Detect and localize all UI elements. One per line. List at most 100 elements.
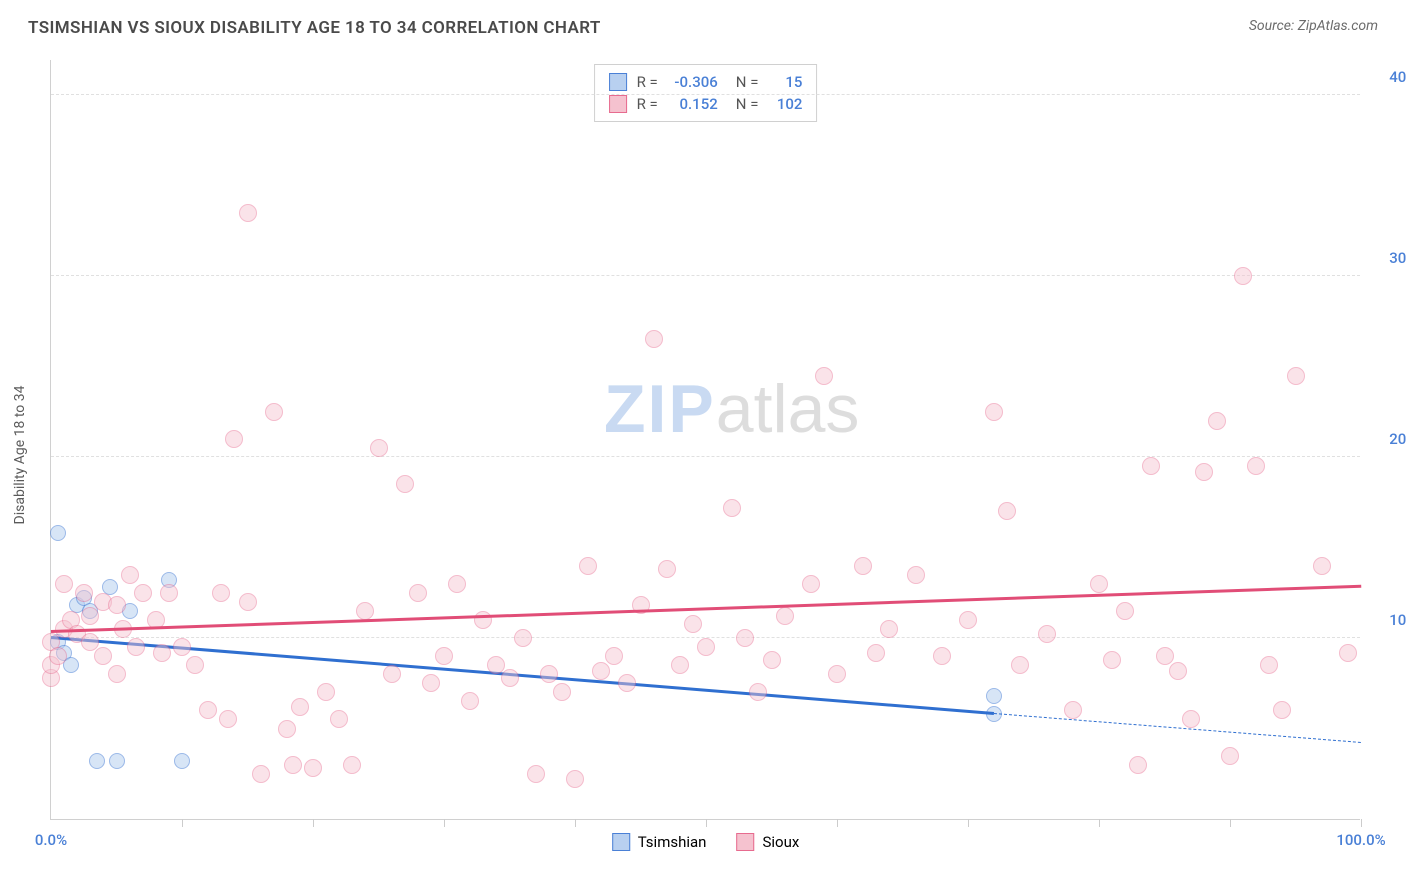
- scatter-point: [265, 403, 283, 421]
- scatter-point: [723, 499, 741, 517]
- scatter-point: [89, 753, 105, 769]
- scatter-point: [697, 638, 715, 656]
- scatter-point: [579, 557, 597, 575]
- scatter-point: [1142, 457, 1160, 475]
- scatter-point: [986, 688, 1002, 704]
- scatter-point: [448, 575, 466, 593]
- legend-swatch: [612, 833, 630, 851]
- legend-swatch: [609, 73, 627, 91]
- scatter-point: [284, 756, 302, 774]
- x-tick-mark: [575, 819, 576, 827]
- scatter-point: [50, 525, 66, 541]
- stats-r-label: R =: [637, 73, 658, 91]
- x-tick-mark: [1099, 819, 1100, 827]
- scatter-point: [291, 698, 309, 716]
- scatter-point: [219, 710, 237, 728]
- legend-label: Tsimshian: [638, 833, 707, 851]
- grid-line: [51, 456, 1360, 457]
- chart-container: Disability Age 18 to 34 ZIPatlas R =-0.3…: [50, 60, 1380, 850]
- watermark-atlas: atlas: [716, 371, 860, 447]
- scatter-point: [330, 710, 348, 728]
- scatter-point: [422, 674, 440, 692]
- chart-title: TSIMSHIAN VS SIOUX DISABILITY AGE 18 TO …: [28, 18, 601, 38]
- x-tick-mark: [706, 819, 707, 827]
- scatter-point: [199, 701, 217, 719]
- scatter-point: [435, 647, 453, 665]
- scatter-point: [867, 644, 885, 662]
- scatter-point: [1129, 756, 1147, 774]
- watermark-zip: ZIP: [604, 371, 716, 447]
- stats-r-label: R =: [637, 95, 658, 113]
- scatter-point: [749, 683, 767, 701]
- scatter-point: [1090, 575, 1108, 593]
- grid-line: [51, 94, 1360, 95]
- scatter-point: [134, 584, 152, 602]
- scatter-point: [1038, 625, 1056, 643]
- scatter-point: [1260, 656, 1278, 674]
- chart-source: Source: ZipAtlas.com: [1249, 18, 1378, 34]
- scatter-point: [1011, 656, 1029, 674]
- scatter-point: [81, 607, 99, 625]
- legend-label: Sioux: [762, 833, 799, 851]
- scatter-point: [1221, 747, 1239, 765]
- scatter-point: [396, 475, 414, 493]
- scatter-point: [605, 647, 623, 665]
- scatter-point: [815, 367, 833, 385]
- scatter-point: [1234, 267, 1252, 285]
- scatter-point: [409, 584, 427, 602]
- x-tick-mark: [313, 819, 314, 827]
- scatter-point: [81, 633, 99, 651]
- scatter-point: [802, 575, 820, 593]
- scatter-point: [527, 765, 545, 783]
- scatter-point: [1195, 463, 1213, 481]
- scatter-point: [501, 669, 519, 687]
- scatter-point: [1339, 644, 1357, 662]
- stats-legend: R =-0.306N =15R =0.152N =102: [594, 64, 818, 122]
- scatter-point: [566, 770, 584, 788]
- scatter-point: [370, 439, 388, 457]
- plot-area: ZIPatlas R =-0.306N =15R =0.152N =102 Ts…: [50, 60, 1360, 820]
- x-tick-mark: [1230, 819, 1231, 827]
- scatter-point: [907, 566, 925, 584]
- scatter-point: [94, 647, 112, 665]
- stats-r-value: -0.306: [668, 73, 718, 91]
- scatter-point: [278, 720, 296, 738]
- scatter-point: [186, 656, 204, 674]
- scatter-point: [108, 596, 126, 614]
- scatter-point: [998, 502, 1016, 520]
- scatter-point: [55, 575, 73, 593]
- y-tick-label: 10.0%: [1370, 611, 1406, 629]
- legend-item: Sioux: [736, 833, 799, 851]
- y-tick-label: 20.0%: [1370, 430, 1406, 448]
- scatter-point: [828, 665, 846, 683]
- scatter-point: [1156, 647, 1174, 665]
- scatter-point: [461, 692, 479, 710]
- scatter-point: [1169, 662, 1187, 680]
- scatter-point: [854, 557, 872, 575]
- scatter-point: [763, 651, 781, 669]
- series-legend: Tsimshian Sioux: [612, 833, 800, 851]
- scatter-point: [959, 611, 977, 629]
- stats-legend-row: R =-0.306N =15: [609, 71, 803, 93]
- scatter-point: [343, 756, 361, 774]
- scatter-point: [540, 665, 558, 683]
- legend-swatch: [609, 95, 627, 113]
- scatter-point: [160, 584, 178, 602]
- chart-header: TSIMSHIAN VS SIOUX DISABILITY AGE 18 TO …: [0, 0, 1406, 46]
- scatter-point: [212, 584, 230, 602]
- trend-line: [994, 713, 1361, 743]
- scatter-point: [1208, 412, 1226, 430]
- scatter-point: [553, 683, 571, 701]
- scatter-point: [75, 584, 93, 602]
- scatter-point: [514, 629, 532, 647]
- scatter-point: [1103, 651, 1121, 669]
- legend-item: Tsimshian: [612, 833, 707, 851]
- stats-n-value: 15: [768, 73, 802, 91]
- scatter-point: [153, 644, 171, 662]
- scatter-point: [252, 765, 270, 783]
- scatter-point: [1064, 701, 1082, 719]
- scatter-point: [684, 615, 702, 633]
- x-tick-label: 0.0%: [35, 831, 67, 849]
- scatter-point: [239, 593, 257, 611]
- scatter-point: [1273, 701, 1291, 719]
